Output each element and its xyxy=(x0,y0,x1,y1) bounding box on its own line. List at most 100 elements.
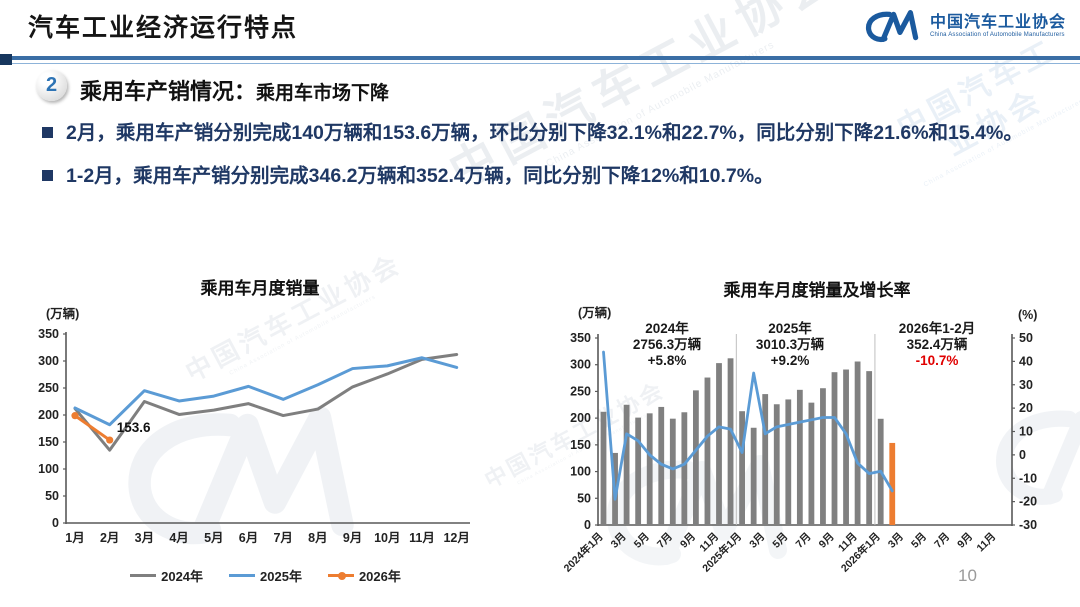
logo-name-en: China Association of Automobile Manufact… xyxy=(929,31,1065,38)
y-tick-label: 150 xyxy=(38,435,59,449)
x-tick-label: 5月 xyxy=(204,531,223,545)
sales-bar xyxy=(773,404,780,525)
legend-label: 2025年 xyxy=(260,569,302,584)
bullet-text: 1-2月，乘用车产销分别完成346.2万辆和352.4万辆，同比分别下降12%和… xyxy=(66,165,774,188)
sales-bar xyxy=(739,411,745,525)
legend-label: 2026年 xyxy=(358,569,401,584)
sales-bar xyxy=(635,417,642,525)
year-annotation: 2026年1-2月 352.4万辆-10.7% xyxy=(899,320,976,368)
bullet-square-icon xyxy=(42,170,53,182)
x-tick-label: 4月 xyxy=(169,531,188,545)
sales-bar xyxy=(808,402,815,525)
y-axis-unit: (万辆) xyxy=(46,306,79,321)
y-tick-label: 350 xyxy=(38,327,59,341)
x-tick-label: 5月 xyxy=(632,531,652,551)
sales-bar xyxy=(727,358,734,525)
bullet-square-icon xyxy=(42,127,53,138)
header-rule-sub xyxy=(0,62,1080,64)
x-tick-label: 1月 xyxy=(65,531,84,545)
y-tick-label-right: -20 xyxy=(1019,495,1037,509)
x-tick-label: 5月 xyxy=(909,531,929,551)
y-tick-label: 300 xyxy=(38,354,59,368)
y-tick-label-left: 50 xyxy=(577,491,591,505)
x-tick-label: 11月 xyxy=(975,531,999,555)
point-data-label: 153.6 xyxy=(117,420,151,435)
year-annotation: 2025年 3010.3万辆+9.2% xyxy=(756,320,825,368)
y-tick-label-left: 200 xyxy=(570,411,591,425)
y-tick-label: 200 xyxy=(38,408,59,422)
sales-bar xyxy=(866,371,873,525)
sales-bar xyxy=(762,394,769,525)
y-tick-label-right: 40 xyxy=(1019,354,1033,368)
sales-bar xyxy=(693,390,699,525)
x-tick-label: 7月 xyxy=(273,531,292,545)
x-tick-label: 9月 xyxy=(343,531,362,545)
header-rule xyxy=(0,56,1080,60)
sales-bar xyxy=(889,442,896,525)
sales-bar xyxy=(669,418,676,525)
y-tick-label-left: 350 xyxy=(570,331,591,345)
sales-bar xyxy=(831,372,838,525)
left-chart-legend: 2024年 2025年 2026年 xyxy=(28,566,503,585)
y-tick-label: 250 xyxy=(38,381,59,395)
y-tick-label-right: 20 xyxy=(1019,401,1033,415)
x-tick-label: 11月 xyxy=(409,531,435,545)
x-tick-label: 7月 xyxy=(932,531,952,551)
sales-bar xyxy=(646,413,653,525)
x-tick-label: 7月 xyxy=(655,531,675,551)
x-tick-label: 10月 xyxy=(374,531,400,545)
legend-item-2026: 2026年 xyxy=(327,566,401,585)
sales-bar xyxy=(681,412,688,525)
y-tick-label-right: 50 xyxy=(1019,331,1033,345)
sales-bar xyxy=(796,389,803,525)
chart-title: 乘用车月度销量 xyxy=(200,278,320,298)
y-tick-label: 100 xyxy=(38,462,59,476)
y-tick-label: 50 xyxy=(45,489,59,503)
bullet-item: 1-2月，乘用车产销分别完成346.2万辆和352.4万辆，同比分别下降12%和… xyxy=(42,161,1047,191)
series-line-2024年 xyxy=(73,353,459,452)
page-number: 10 xyxy=(958,566,977,585)
bullet-item: 2月，乘用车产销分别完成140万辆和153.6万辆，环比分别下降32.1%和22… xyxy=(42,118,1047,148)
y-tick-label-left: 100 xyxy=(570,465,591,479)
logo-name-cn: 中国汽车工业协会 xyxy=(929,13,1066,31)
section-number-badge: 2 xyxy=(36,70,67,101)
x-tick-label: 12月 xyxy=(443,531,469,545)
x-tick-label: 7月 xyxy=(793,531,813,551)
x-tick-label: 9月 xyxy=(817,531,837,551)
sales-bar xyxy=(600,411,607,525)
series-line-2025年 xyxy=(73,356,459,427)
series-marker xyxy=(106,436,114,444)
y-tick-label-right: 10 xyxy=(1019,425,1033,439)
y-axis-right-unit: (%) xyxy=(1018,308,1037,322)
page-title: 汽车工业经济运行特点 xyxy=(28,14,299,42)
legend-swatch-2024 xyxy=(130,574,157,577)
sales-bar xyxy=(716,363,722,525)
sales-bar xyxy=(843,369,849,525)
bullet-text: 2月，乘用车产销分别完成140万辆和153.6万辆，环比分别下降32.1%和22… xyxy=(66,122,1023,144)
section-title: 乘用车产销情况： xyxy=(80,79,257,104)
y-tick-label-right: -30 xyxy=(1019,518,1037,532)
x-tick-label: 3月 xyxy=(747,531,767,551)
sales-bar xyxy=(785,399,792,525)
x-tick-label: 2月 xyxy=(100,531,119,545)
monthly-sales-line-chart: 乘用车月度销量 (万辆) 0 50 100 150 200 250 300 350 1月 2月 3月 4月… xyxy=(38,278,470,545)
legend-label: 2024年 xyxy=(161,569,204,584)
monthly-sales-growth-chart: 乘用车月度销量及增长率(万辆) (%)050100150200250300350-… xyxy=(561,280,1038,575)
x-tick-label: 9月 xyxy=(678,531,698,551)
y-tick-label-left: 250 xyxy=(570,384,591,398)
cm-logo-icon xyxy=(866,10,919,43)
y-tick-label-right: 0 xyxy=(1019,448,1026,462)
growth-rate-line xyxy=(602,350,894,501)
x-tick-label: 5月 xyxy=(770,531,790,551)
x-tick-label: 2024年1月 xyxy=(561,530,606,575)
x-tick-label: 6月 xyxy=(239,531,258,545)
chart-title: 乘用车月度销量及增长率 xyxy=(723,280,911,300)
header-rule-cap xyxy=(0,54,12,65)
year-annotation: 2024年 2756.3万辆+5.8% xyxy=(633,320,702,368)
y-axis-left-unit: (万辆) xyxy=(578,305,611,320)
legend-item-2024: 2024年 xyxy=(130,566,203,585)
caam-logo: 中国汽车工业协会 China Association of Automobile… xyxy=(864,6,1066,46)
y-tick-label-left: 150 xyxy=(570,438,591,452)
sales-bar xyxy=(750,427,757,525)
